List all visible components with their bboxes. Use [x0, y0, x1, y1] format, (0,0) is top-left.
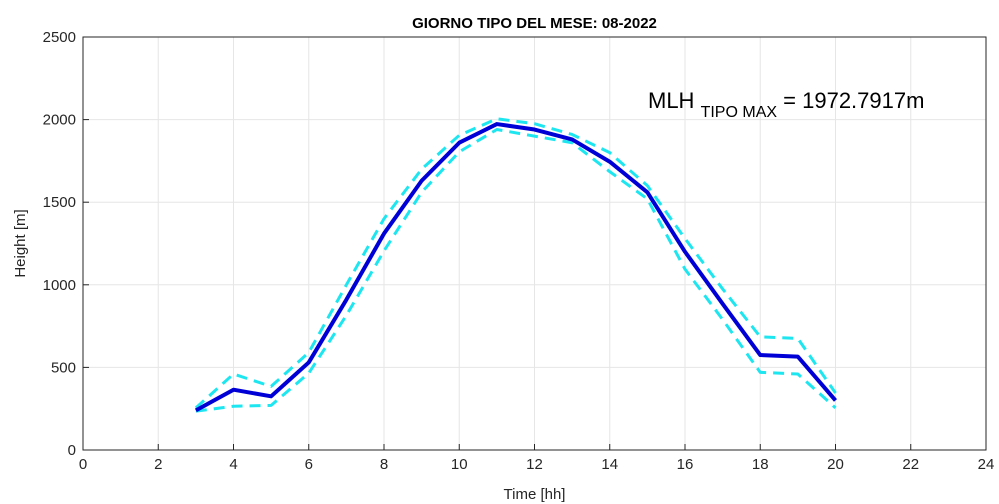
- series-line-mean: [194, 122, 838, 413]
- x-tick-label: 10: [451, 456, 468, 473]
- x-tick-label: 20: [827, 456, 844, 473]
- x-tick-label: 12: [526, 456, 543, 473]
- series-layer: [194, 117, 838, 413]
- y-tick-label: 2500: [43, 29, 76, 46]
- x-tick-label: 16: [677, 456, 694, 473]
- series-line-lower: [195, 128, 837, 413]
- ticks: 0 2 4 6 8 10 12 14 16 18 20 22 240500100015002000250…: [43, 29, 995, 473]
- y-tick-label: 500: [51, 359, 76, 376]
- mlh-annotation-main: MLH: [648, 88, 694, 113]
- x-tick-label: 22: [902, 456, 919, 473]
- mlh-annotation-value: = 1972.7917m: [783, 88, 924, 113]
- x-tick-label: 0: [79, 456, 87, 473]
- x-axis-label: Time [hh]: [504, 486, 566, 503]
- series-line-upper: [194, 117, 837, 409]
- y-axis-label: Height [m]: [12, 209, 29, 277]
- x-tick-label: 8: [380, 456, 388, 473]
- y-tick-label: 2000: [43, 112, 76, 129]
- y-tick-label: 1500: [43, 194, 76, 211]
- x-tick-label: 18: [752, 456, 769, 473]
- y-tick-label: 1000: [43, 277, 76, 294]
- x-tick-label: 4: [229, 456, 237, 473]
- x-tick-label: 14: [601, 456, 618, 473]
- mlh-annotation: MLH TIPO MAX = 1972.7917m: [648, 88, 924, 122]
- mlh-annotation-subscript: TIPO MAX: [701, 104, 778, 121]
- y-tick-label: 0: [68, 442, 76, 459]
- x-tick-label: 6: [305, 456, 313, 473]
- x-tick-label: 24: [978, 456, 995, 473]
- x-tick-label: 2: [154, 456, 162, 473]
- chart-title: GIORNO TIPO DEL MESE: 08-2022: [412, 15, 657, 32]
